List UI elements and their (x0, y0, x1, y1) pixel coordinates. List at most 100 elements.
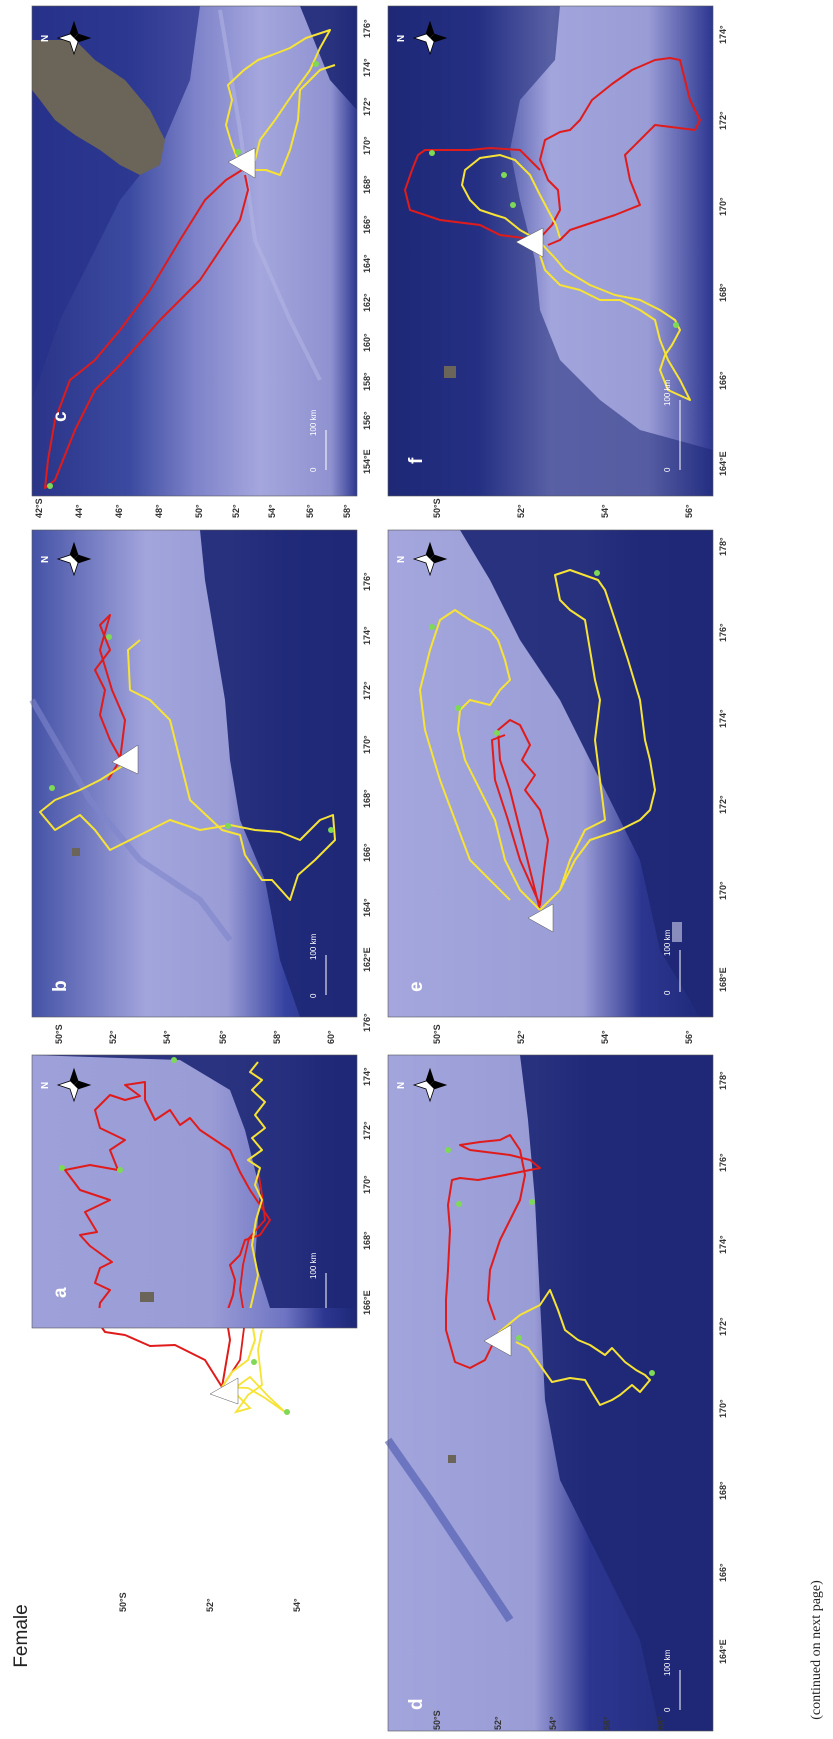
panel-f-colony-marker (515, 227, 544, 258)
panel-d-deep-water (520, 1055, 713, 1731)
panel-d-point (445, 1147, 451, 1153)
panel-c-lat-label: 54° (267, 504, 277, 518)
panel-a-scale-label: 100 km (309, 1252, 318, 1279)
panel-b-lat-label: 50°S (54, 1024, 64, 1044)
panel-c-lon-label: 158° (362, 372, 372, 391)
panel-d-lon-label: 174° (718, 1235, 728, 1254)
panel-c-track-yellow (225, 29, 336, 176)
panel-c-lat-label: 48° (154, 504, 164, 518)
panel-f-track-yellow-2 (460, 153, 561, 241)
panel-f-frame (387, 5, 714, 497)
panel-a-lon-label: 168° (362, 1231, 372, 1250)
panel-b: b N 0 100 km 162°E 164° 166° 168° 170° 1… (29, 530, 372, 1044)
panel-e-north-label: N (396, 556, 407, 563)
panel-c-lon-labels: 154°E 156° 158° 160° 162° 164° 166° 168°… (362, 19, 372, 474)
panel-d-scale-zero: 0 (663, 1707, 672, 1712)
panel-d-colony-marker (483, 1324, 512, 1357)
panel-d-lon-label: 168° (718, 1481, 728, 1500)
panel-f-lon-labels: 164°E 166° 168° 170° 172° 174° (718, 25, 728, 476)
panel-d-lon-label: 176° (718, 1153, 728, 1172)
panel-a-deep-water (32, 1055, 357, 1308)
panel-d-lon-label: 166° (718, 1563, 728, 1582)
panel-b-lon-label: 162°E (362, 947, 372, 972)
panel-a-land (140, 1292, 154, 1302)
panel-e: e N 0 100 km 168°E 170° 172° 174° 176° 1… (388, 530, 728, 1017)
panel-c-colony-marker (227, 147, 256, 179)
panel-e-scale-label: 100 km (663, 929, 672, 956)
panel-b-lat-labels: 50°S 52° 54° 56° 58° 60° (54, 1024, 336, 1044)
panel-c-scale-zero: 0 (309, 467, 318, 472)
panel-a-track-red (64, 1081, 271, 1388)
panel-f-lon-label: 164°E (718, 451, 728, 476)
panel-e-lon-label: 174° (718, 709, 728, 728)
panel-b-lat-label: 54° (162, 1030, 172, 1044)
panel-f-scale-zero: 0 (663, 467, 672, 472)
panel-b-point (49, 785, 55, 791)
panel-b-lon-label: 174° (362, 626, 372, 645)
panel-c-lon-label: 162° (362, 293, 372, 312)
panel-a: a N 0 100 km 166°E 168° 170° 172° 174° 1… (32, 1013, 372, 1612)
panel-d-lat-label: 58° (656, 1716, 666, 1730)
panel-d-track-yellow (497, 1289, 651, 1406)
panel-f-letter: f (406, 457, 427, 464)
panel-d-point (649, 1370, 655, 1376)
panel-e-lon-label: 172° (718, 795, 728, 814)
panel-e-scale-zero: 0 (663, 990, 672, 995)
panel-a-lon-label: 170° (362, 1175, 372, 1194)
panel-e-point (594, 570, 600, 576)
panel-d-scale-label: 100 km (663, 1649, 672, 1676)
panel-d-point (516, 1335, 522, 1341)
panel-frames (31, 5, 714, 1732)
panel-f-track-red (537, 57, 701, 246)
panel-b-lat-label: 58° (272, 1030, 282, 1044)
panel-c-lon-label: 174° (362, 58, 372, 77)
panel-c-north-label: N (40, 35, 51, 42)
panel-b-track-red (94, 614, 126, 781)
panel-c-scale-label: 100 km (309, 409, 318, 436)
panel-c-lon-label: 172° (362, 97, 372, 116)
panel-c-letter: c (50, 411, 71, 422)
panel-e-lon-label: 170° (718, 881, 728, 900)
panel-c-ridge (218, 9, 322, 381)
panel-d-frame (387, 1054, 714, 1732)
panel-a-lon-label: 172° (362, 1121, 372, 1140)
panel-b-frame (31, 529, 358, 1018)
panel-a-lon-label: 166°E (362, 1290, 372, 1315)
panel-b-lat-label: 60° (326, 1030, 336, 1044)
panel-d-point (456, 1201, 462, 1207)
panel-e-point (494, 730, 500, 736)
panel-b-compass (56, 541, 92, 577)
panel-a-point (251, 1359, 257, 1365)
panel-f-track-yellow (537, 239, 691, 401)
panel-f-lon-label: 168° (718, 283, 728, 302)
panel-b-lon-label: 164° (362, 898, 372, 917)
panel-b-lon-label: 166° (362, 843, 372, 862)
panel-b-point (225, 823, 231, 829)
panel-c-lon-label: 154°E (362, 449, 372, 474)
panel-c-land (32, 40, 165, 175)
panel-c-lat-label: 50° (194, 504, 204, 518)
panel-a-colony-marker (209, 1377, 239, 1405)
panel-d: d N 0 100 km 164°E 166° 168° 170° 172° 1… (384, 1055, 728, 1731)
panel-d-lat-label: 54° (548, 1716, 558, 1730)
panel-a-north-label: N (40, 1082, 51, 1089)
panel-e-track-yellow (419, 609, 541, 911)
panel-d-lon-labels: 164°E 166° 168° 170° 172° 174° 176° 178° (718, 1071, 728, 1664)
panel-d-shelf-edge (384, 1437, 514, 1623)
panel-e-point (429, 624, 435, 630)
panel-f-point (501, 172, 507, 178)
panel-a-point (171, 1057, 177, 1063)
panel-f-point (673, 322, 679, 328)
panel-e-point (455, 705, 461, 711)
panel-d-track-red (445, 1134, 541, 1369)
panel-e-deep-water (460, 530, 713, 1017)
panel-f-land (444, 366, 456, 378)
panel-c-lon-label: 170° (362, 136, 372, 155)
panel-f-lat-label: 52° (516, 504, 526, 518)
panel-e-lon-label: 168°E (718, 967, 728, 992)
panel-e-colony-marker (527, 903, 554, 933)
panel-c-lon-label: 160° (362, 333, 372, 352)
panel-a-point (59, 1165, 65, 1171)
panel-b-north-label: N (40, 556, 51, 563)
